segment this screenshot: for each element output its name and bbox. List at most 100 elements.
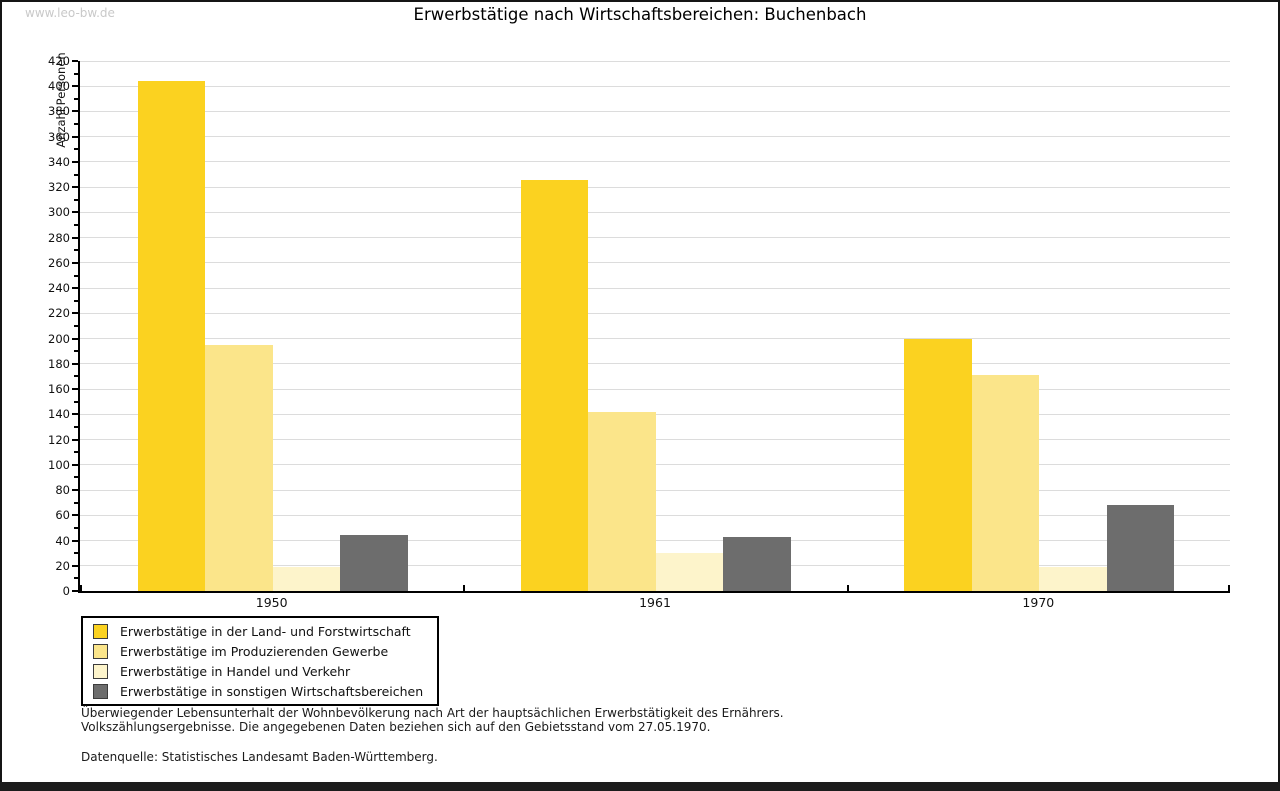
bar-1950-series-4 <box>340 535 408 591</box>
bar-1961-series-1 <box>520 179 589 591</box>
y-axis-tick-40 <box>72 539 78 542</box>
y-tick-label-360: 360 <box>48 129 70 144</box>
y-axis-tick-50 <box>74 526 78 529</box>
y-axis-tick-390 <box>74 97 78 100</box>
legend-item-2: Erwerbstätige im Produzierenden Gewerbe <box>93 641 423 661</box>
legend-swatch-2 <box>93 643 108 659</box>
gridline-400 <box>80 85 1230 87</box>
y-axis-tick-410 <box>74 72 78 75</box>
y-axis-tick-210 <box>74 325 78 327</box>
legend-label-1: Erwerbstätige in der Land- und Forstwirt… <box>120 623 411 639</box>
y-axis-tick-280 <box>72 236 78 239</box>
y-axis-tick-180 <box>72 362 78 365</box>
bar-1970-series-2 <box>971 375 1040 591</box>
y-axis-tick-270 <box>74 249 78 252</box>
y-axis-tick-380 <box>72 110 78 113</box>
x-axis-tick <box>1228 585 1230 591</box>
bar-1950-series-2 <box>205 344 273 591</box>
legend-swatch-3 <box>93 663 108 679</box>
gridline-420 <box>80 60 1230 62</box>
y-axis-tick-420 <box>72 60 78 62</box>
legend-rows: Erwerbstätige in der Land- und Forstwirt… <box>93 621 423 701</box>
y-axis-tick-10 <box>74 577 78 580</box>
y-axis-tick-20 <box>72 564 78 567</box>
bar-1961-series-3 <box>655 553 724 591</box>
legend-swatch-4 <box>93 683 108 699</box>
y-axis-tick-290 <box>74 224 78 227</box>
legend-item-1: Erwerbstätige in der Land- und Forstwirt… <box>93 621 423 641</box>
y-tick-label-40: 40 <box>55 533 70 548</box>
plot-area <box>78 60 1230 593</box>
y-axis-tick-260 <box>72 261 78 264</box>
site-watermark: www.leo-bw.de <box>25 6 115 20</box>
legend-item-3: Erwerbstätige in Handel und Verkehr <box>93 661 423 681</box>
y-axis-tick-340 <box>72 160 78 163</box>
y-axis-tick-230 <box>74 299 78 302</box>
x-axis-tick <box>463 585 466 591</box>
legend-label-4: Erwerbstätige in sonstigen Wirtschaftsbe… <box>120 683 424 699</box>
y-axis-tick-140 <box>72 413 78 416</box>
gridline-200 <box>80 338 1230 340</box>
y-axis-tick-130 <box>74 425 78 428</box>
y-tick-label-320: 320 <box>48 180 70 195</box>
y-tick-label-60: 60 <box>55 508 70 523</box>
y-axis-tick-0 <box>72 590 78 592</box>
y-axis-tick-300 <box>72 211 78 214</box>
footnote-line-2: Volkszählungsergebnisse. Die angegebenen… <box>81 719 711 734</box>
gridline-280 <box>80 237 1230 239</box>
gridline-240 <box>80 287 1230 289</box>
gridline-360 <box>80 136 1230 138</box>
chart-title: Erwerbstätige nach Wirtschaftsbereichen:… <box>413 5 867 24</box>
bar-1970-series-4 <box>1106 505 1175 591</box>
bottom-window-bar <box>0 782 1280 791</box>
data-source: Datenquelle: Statistisches Landesamt Bad… <box>81 750 438 764</box>
y-tick-label-260: 260 <box>48 255 70 270</box>
x-tick-label-1970: 1970 <box>1022 595 1055 610</box>
y-axis-tick-150 <box>74 400 78 403</box>
y-axis-tick-100 <box>72 463 78 466</box>
y-tick-label-300: 300 <box>48 205 70 220</box>
y-axis-tick-70 <box>74 501 78 504</box>
y-axis-tick-310 <box>74 198 78 201</box>
y-axis-tick-400 <box>72 85 78 88</box>
y-tick-label-180: 180 <box>48 356 70 371</box>
y-tick-label-240: 240 <box>48 281 70 296</box>
legend-label-3: Erwerbstätige in Handel und Verkehr <box>120 663 351 679</box>
y-axis-tick-360 <box>72 135 78 138</box>
y-axis-tick-220 <box>72 312 78 315</box>
bar-1970-series-3 <box>1039 567 1107 591</box>
y-axis-tick-370 <box>74 123 78 126</box>
y-axis-tick-120 <box>72 438 78 441</box>
bar-1950-series-3 <box>272 567 340 591</box>
bar-1961-series-2 <box>588 411 656 591</box>
y-axis-tick-160 <box>72 388 78 391</box>
y-tick-label-0: 0 <box>62 584 70 598</box>
y-axis-tick-60 <box>72 514 78 517</box>
gridline-220 <box>80 312 1230 314</box>
bar-1961-series-4 <box>723 536 791 591</box>
x-axis-tick <box>80 585 82 591</box>
legend: Erwerbstätige in der Land- und Forstwirt… <box>81 616 440 706</box>
y-axis-tick-200 <box>72 337 78 340</box>
y-tick-label-100: 100 <box>48 457 70 472</box>
gridline-180 <box>80 363 1230 365</box>
y-tick-label-160: 160 <box>48 382 70 397</box>
x-tick-label-1950: 1950 <box>255 595 288 610</box>
y-tick-label-200: 200 <box>48 331 70 346</box>
legend-label-2: Erwerbstätige im Produzierenden Gewerbe <box>120 643 389 659</box>
legend-item-4: Erwerbstätige in sonstigen Wirtschaftsbe… <box>93 681 423 701</box>
legend-swatch-1 <box>93 623 108 639</box>
gridline-300 <box>80 211 1230 213</box>
gridline-320 <box>80 186 1230 188</box>
y-tick-label-20: 20 <box>55 558 70 573</box>
y-tick-label-280: 280 <box>48 230 70 245</box>
y-axis-tick-240 <box>72 287 78 290</box>
y-tick-label-80: 80 <box>55 483 70 498</box>
y-tick-label-380: 380 <box>48 104 70 119</box>
gridline-260 <box>80 262 1230 264</box>
gridline-160 <box>80 388 1230 390</box>
gridline-380 <box>80 110 1230 112</box>
y-tick-label-120: 120 <box>48 432 70 447</box>
y-axis-tick-170 <box>74 375 78 378</box>
y-tick-label-140: 140 <box>48 407 70 422</box>
